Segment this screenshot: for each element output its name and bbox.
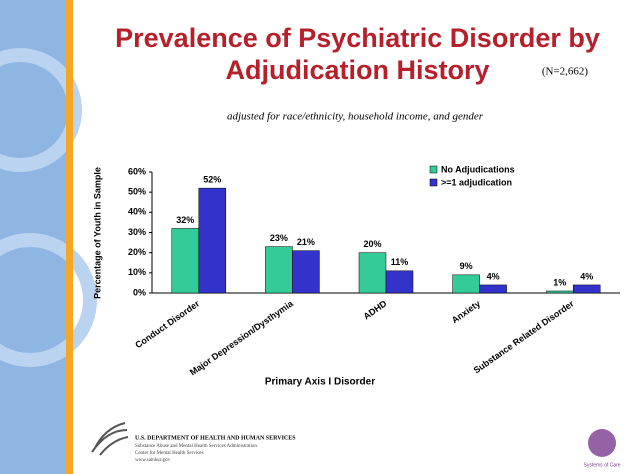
subtitle: adjusted for race/ethnicity, household i… xyxy=(227,111,484,123)
x-tick-label: Conduct Disorder xyxy=(133,298,201,350)
x-tick-label: ADHD xyxy=(361,298,388,321)
data-label: 11% xyxy=(391,257,409,267)
data-label: 1% xyxy=(553,277,566,287)
footer-line: Substance Abuse and Mental Health Servic… xyxy=(135,444,257,449)
decor xyxy=(0,233,97,367)
bar xyxy=(358,252,387,294)
bar xyxy=(385,270,414,294)
footer-line: www.samhsa.gov xyxy=(135,458,171,463)
footer-line: Center for Mental Health Services xyxy=(135,451,204,456)
bar xyxy=(479,284,507,294)
slide-title: Prevalence of Psychiatric Disorder by Ad… xyxy=(115,23,600,85)
x-tick-label: Major Depression/Dysthymia xyxy=(188,298,296,378)
legend-swatch xyxy=(429,165,438,174)
y-tick-label: 20% xyxy=(128,247,146,257)
bar xyxy=(452,274,480,294)
soc-logo xyxy=(588,429,616,457)
data-label: 21% xyxy=(297,237,315,247)
y-tick-label: 40% xyxy=(128,207,146,217)
data-label: 4% xyxy=(487,271,500,281)
y-tick-label: 50% xyxy=(128,187,146,197)
bar xyxy=(265,246,293,294)
data-label: 9% xyxy=(460,261,473,271)
x-tick-label: Anxiety xyxy=(450,298,482,325)
y-axis-label: Percentage of Youth in Sample xyxy=(92,167,102,299)
legend-swatch xyxy=(429,178,438,187)
logo-text: Systems of Care xyxy=(584,462,621,468)
legend-label: No Adjudications xyxy=(441,164,515,174)
y-tick-label: 60% xyxy=(128,166,146,176)
data-label: 32% xyxy=(176,215,194,225)
note: (N=2,662) xyxy=(542,66,589,78)
data-label: 23% xyxy=(270,233,288,243)
hhs-logo xyxy=(91,422,129,456)
y-tick-label: 0% xyxy=(133,287,146,297)
data-label: 4% xyxy=(580,271,593,281)
bar xyxy=(171,228,200,294)
data-label: 52% xyxy=(203,175,221,185)
y-tick-label: 30% xyxy=(128,227,146,237)
data-label: 20% xyxy=(363,239,381,249)
bar xyxy=(545,290,574,294)
x-axis-label: Primary Axis I Disorder xyxy=(265,377,375,388)
footer-agency: U.S. DEPARTMENT OF HEALTH AND HUMAN SERV… xyxy=(135,435,296,441)
x-tick-label: Substance Related Disorder xyxy=(472,298,576,375)
side-bar xyxy=(66,0,73,474)
y-tick-label: 10% xyxy=(128,267,146,277)
bar xyxy=(198,187,227,294)
bar xyxy=(572,284,601,294)
bar xyxy=(292,250,320,294)
legend-label: >=1 adjudication xyxy=(441,177,512,187)
decor xyxy=(0,48,82,172)
